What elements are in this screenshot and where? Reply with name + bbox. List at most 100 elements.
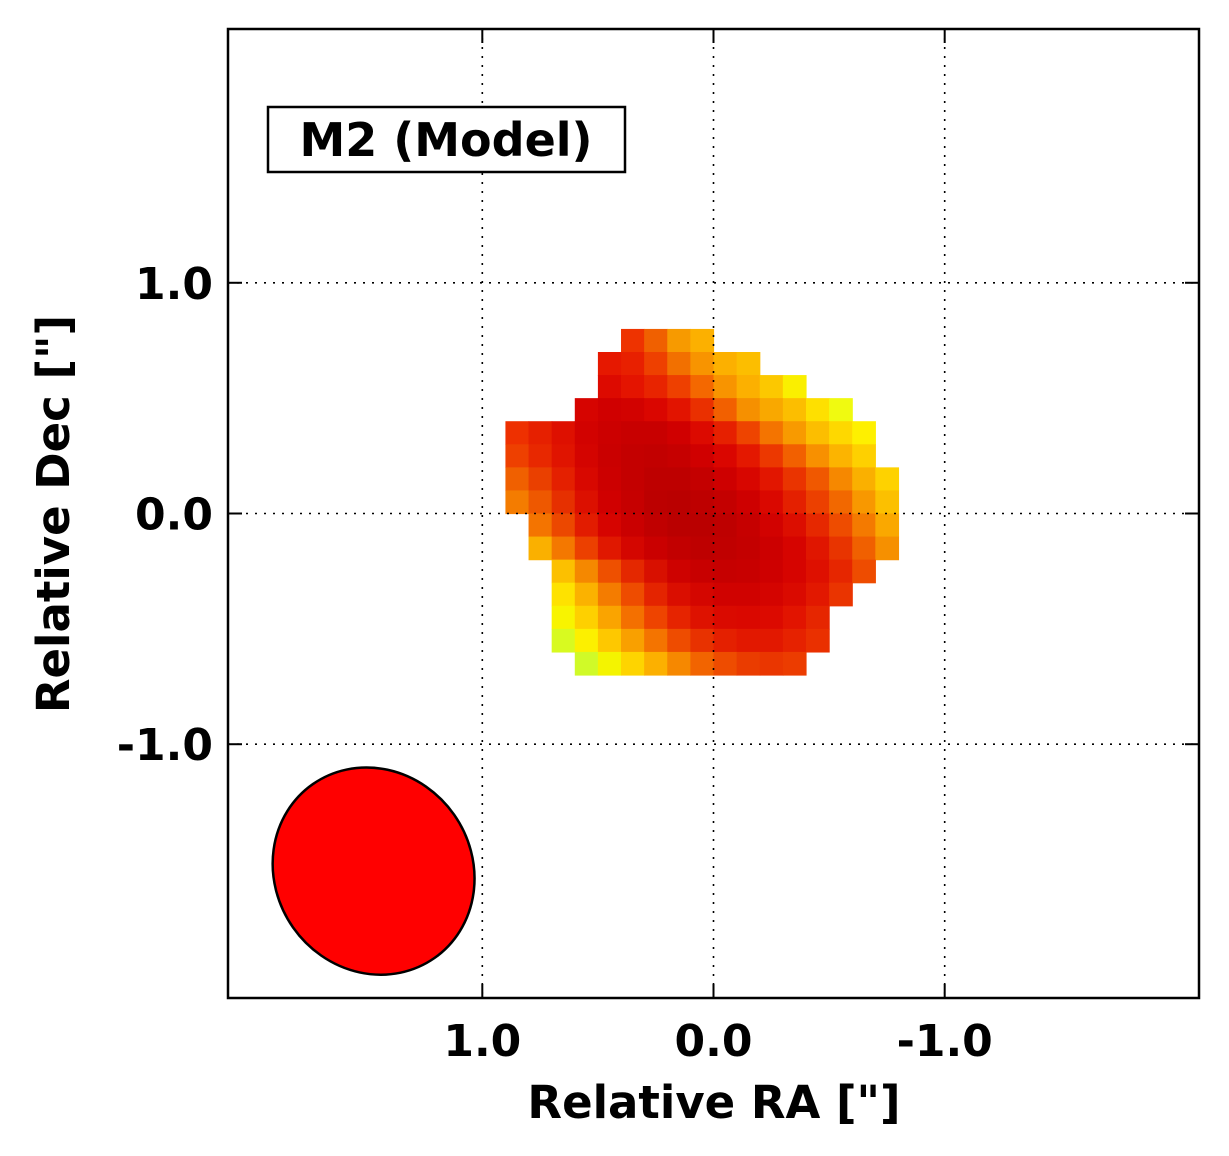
heatmap-pixel-169 <box>551 628 576 653</box>
heatmap-pixel-105 <box>690 513 715 538</box>
heatmap-pixel-139 <box>759 559 784 584</box>
heatmap-pixel-115 <box>551 536 576 561</box>
heatmap-pixel-45 <box>805 421 830 445</box>
heatmap-pixel-118 <box>621 536 645 561</box>
heatmap-pixel-137 <box>713 559 738 584</box>
heatmap-pixel-175 <box>690 628 715 653</box>
heatmap-pixel-134 <box>644 559 668 584</box>
x-tick-label-1: 0.0 <box>675 1016 753 1067</box>
heatmap-pixel-42 <box>736 421 761 445</box>
heatmap-pixel-163 <box>690 605 715 630</box>
heatmap-pixel-112 <box>852 513 876 538</box>
heatmap-pixel-97 <box>875 490 900 515</box>
heatmap-pixel-59 <box>759 444 784 468</box>
heatmap-pixel-60 <box>782 444 807 468</box>
heatmap-pixel-146 <box>597 582 622 607</box>
heatmap-pixel-54 <box>644 444 668 468</box>
heatmap-pixel-28 <box>759 398 784 422</box>
heatmap-pixel-32 <box>505 421 530 445</box>
heatmap-pixel-113 <box>875 513 900 538</box>
heatmap-pixel-183 <box>621 651 645 676</box>
heatmap-pixel-88 <box>667 490 691 515</box>
heatmap-pixel-141 <box>805 559 830 584</box>
heatmap-pixel-153 <box>759 582 784 607</box>
heatmap-pixel-127 <box>829 536 853 561</box>
beam-ellipse <box>271 766 476 976</box>
heatmap-pixel-171 <box>597 628 622 653</box>
heatmap-pixel-133 <box>621 559 645 584</box>
heatmap-pixel-173 <box>644 628 668 653</box>
heatmap-pixel-48 <box>505 444 530 468</box>
heatmap-pixel-2 <box>667 328 691 353</box>
heatmap-pixel-107 <box>736 513 761 538</box>
heatmap-pixel-166 <box>759 605 784 630</box>
heatmap-pixel-37 <box>621 421 645 445</box>
heatmap-pixel-145 <box>574 582 599 607</box>
heatmap-pixel-24 <box>667 398 691 422</box>
heatmap-pixel-77 <box>805 467 830 492</box>
heatmap-pixel-149 <box>667 582 691 607</box>
heatmap-pixel-90 <box>713 490 738 515</box>
heatmap-pixel-30 <box>805 398 830 422</box>
heatmap-pixel-74 <box>736 467 761 492</box>
heatmap-pixel-148 <box>644 582 668 607</box>
heatmap-pixel-86 <box>621 490 645 515</box>
heatmap-pixel-78 <box>829 467 853 492</box>
heatmap-pixel-161 <box>644 605 668 630</box>
heatmap-pixel-119 <box>644 536 668 561</box>
heatmap-pixel-69 <box>621 467 645 492</box>
heatmap-pixel-184 <box>644 651 668 676</box>
panel-label: M2 (Model) <box>299 113 592 167</box>
heatmap-pixel-138 <box>736 559 761 584</box>
heatmap-pixel-67 <box>574 467 599 492</box>
heatmap-pixel-83 <box>551 490 576 515</box>
heatmap-pixel-132 <box>597 559 622 584</box>
heatmap-pixel-182 <box>597 651 622 676</box>
heatmap-pixel-66 <box>551 467 576 492</box>
heatmap-pixel-143 <box>852 559 876 584</box>
heatmap-pixel-13 <box>644 375 668 399</box>
y-tick-label-0: 1.0 <box>135 259 213 310</box>
heatmap-pixel-64 <box>505 467 530 492</box>
heatmap-pixel-0 <box>621 328 645 353</box>
heatmap-pixel-103 <box>644 513 668 538</box>
heatmap-pixel-53 <box>621 444 645 468</box>
heatmap-pixel-19 <box>782 375 807 399</box>
panel-label-box <box>266 105 627 174</box>
heatmap-pixel-18 <box>759 375 784 399</box>
heatmap-pixel-7 <box>667 352 691 376</box>
heatmap-pixel-160 <box>621 605 645 630</box>
heatmap-pixel-185 <box>667 651 691 676</box>
heatmap-pixel-124 <box>759 536 784 561</box>
heatmap-pixel-179 <box>782 628 807 653</box>
heatmap-pixel-23 <box>644 398 668 422</box>
heatmap-pixel-49 <box>528 444 553 468</box>
heatmap-pixel-126 <box>805 536 830 561</box>
heatmap-pixel-155 <box>805 582 830 607</box>
heatmap-pixel-110 <box>805 513 830 538</box>
axis-ticks <box>228 29 1199 998</box>
heatmap-pixel-82 <box>528 490 553 515</box>
heatmap-pixel-157 <box>551 605 576 630</box>
heatmap-pixel-65 <box>528 467 553 492</box>
heatmap-pixel-190 <box>782 651 807 676</box>
heatmap-pixel-17 <box>736 375 761 399</box>
heatmap-pixel-36 <box>597 421 622 445</box>
y-tick-labels: 1.0 0.0 -1.0 <box>117 259 213 771</box>
x-axis-label: Relative RA ["] <box>527 1076 900 1129</box>
heatmap-pixel-16 <box>713 375 738 399</box>
heatmap-pixel-177 <box>736 628 761 653</box>
heatmap-pixel-6 <box>644 352 668 376</box>
heatmap-pixel-95 <box>829 490 853 515</box>
heatmap-pixel-123 <box>736 536 761 561</box>
heatmap-pixel-109 <box>782 513 807 538</box>
heatmap-pixel-70 <box>644 467 668 492</box>
heatmap-pixel-125 <box>782 536 807 561</box>
heatmap-pixel-164 <box>713 605 738 630</box>
heatmap-pixel-50 <box>551 444 576 468</box>
heatmap-pixel-87 <box>644 490 668 515</box>
heatmap-pixel-176 <box>713 628 738 653</box>
heatmap-pixel-56 <box>690 444 715 468</box>
heatmap-pixel-101 <box>597 513 622 538</box>
heatmap-pixel-40 <box>690 421 715 445</box>
